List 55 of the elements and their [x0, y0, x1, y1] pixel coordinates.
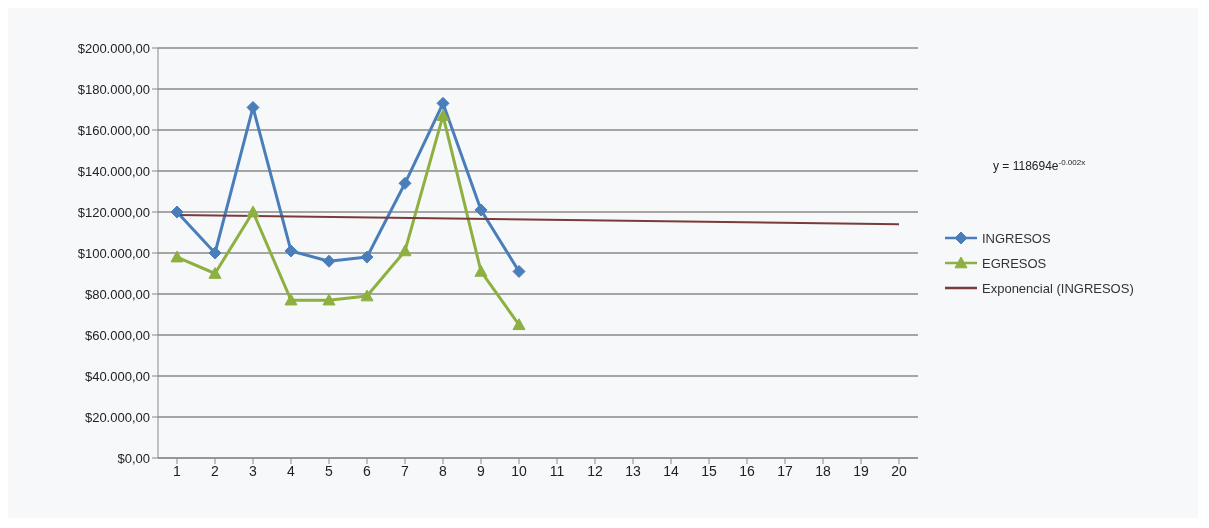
x-tick-label: 19 [853, 462, 869, 479]
y-tick-label: $0,00 [117, 450, 150, 466]
text: y = 118694e$^{-0.002x}$ [993, 158, 1086, 173]
x-tick-label: 4 [287, 462, 296, 479]
y-tick-label: $140.000,00 [77, 163, 150, 179]
point [360, 289, 374, 302]
point [246, 100, 260, 114]
y-tick-label: $100.000,00 [77, 245, 150, 261]
y-tick-label: $80.000,00 [84, 286, 150, 302]
x-tick-label: 7 [401, 462, 410, 479]
point [208, 246, 222, 260]
point [512, 318, 526, 331]
x-tick-label: 14 [663, 462, 679, 479]
y-tick-label: $60.000,00 [84, 327, 150, 343]
point [246, 205, 260, 218]
y-tick-label: $40.000,00 [84, 368, 150, 384]
point [322, 293, 336, 306]
point [208, 267, 222, 279]
x-tick-label: 11 [549, 462, 565, 479]
x-tick-label: 10 [511, 462, 527, 479]
point [474, 264, 488, 277]
y-tick-label: $160.000,00 [77, 122, 150, 138]
legend-label: Exponencial (INGRESOS) [982, 280, 1134, 296]
legend-label: EGRESOS [982, 255, 1047, 271]
point [284, 293, 298, 306]
x-tick-label: 16 [739, 462, 755, 479]
x-tick-label: 9 [477, 462, 486, 479]
point [170, 250, 184, 263]
point [322, 254, 336, 268]
x-tick-label: 1 [173, 462, 182, 479]
point [474, 203, 488, 217]
x-tick-label: 3 [249, 462, 258, 479]
point [436, 96, 450, 110]
y-tick-label: $20.000,00 [84, 409, 150, 425]
legend-label: INGRESOS [982, 230, 1051, 246]
point [284, 244, 298, 258]
y-tick-label: $180.000,00 [77, 81, 150, 97]
y-tick-label: $120.000,00 [77, 204, 150, 220]
point [512, 264, 526, 278]
point [398, 244, 412, 257]
x-tick-label: 6 [363, 462, 372, 479]
y-tick-label: $200.000,00 [77, 40, 150, 56]
point [398, 176, 412, 190]
point [436, 109, 450, 121]
x-tick-label: 12 [587, 462, 603, 479]
point [170, 205, 184, 219]
x-tick-label: 15 [701, 462, 717, 479]
x-tick-label: 5 [325, 462, 334, 479]
x-tick-label: 8 [439, 462, 448, 479]
x-tick-label: 20 [891, 462, 907, 479]
x-tick-label: 17 [777, 462, 793, 479]
x-tick-label: 13 [625, 462, 641, 479]
x-tick-label: 18 [815, 462, 831, 479]
x-tick-label: 2 [211, 462, 220, 479]
point [360, 250, 374, 264]
